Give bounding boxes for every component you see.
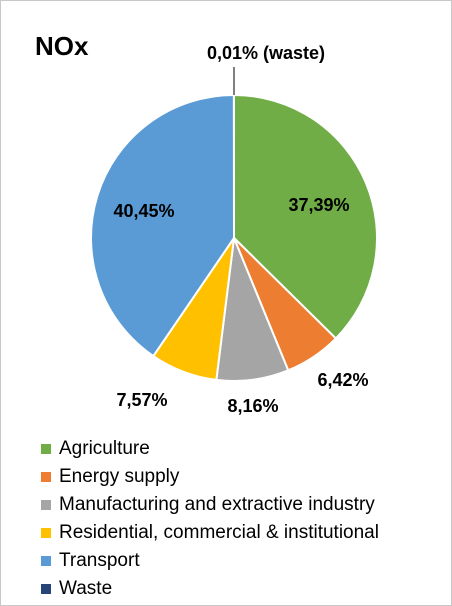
pie-slice-agriculture [233,93,378,340]
legend-item-residential-commercial-institutional: Residential, commercial & institutional [41,519,379,547]
data-label-energy-supply: 6,42% [317,370,368,390]
legend-label: Transport [59,550,140,571]
legend-swatch [41,528,51,538]
legend-label: Agriculture [59,438,150,459]
data-label-agriculture: 37,39% [288,195,349,215]
legend-swatch [41,472,51,482]
legend-swatch [41,584,51,594]
legend-label: Residential, commercial & institutional [59,522,379,543]
legend-label: Waste [59,578,113,599]
data-label-transport: 40,45% [113,201,174,221]
legend-item-transport: Transport [41,547,379,575]
chart-legend: Agriculture Energy supply Manufacturing an… [41,435,379,603]
legend-item-manufacturing-and-extractive-industry: Manufacturing and extractive industry [41,491,379,519]
data-label-residential-commercial-institutional: 7,57% [116,390,167,410]
legend-item-energy-supply: Energy supply [41,463,379,491]
data-label-manufacturing-and-extractive-industry: 8,16% [227,396,278,416]
legend-swatch [41,444,51,454]
legend-swatch [41,500,51,510]
legend-item-agriculture: Agriculture [41,435,379,463]
chart-title: NOx [35,31,89,61]
pie-chart: 37,39% 6,42% 8,16% 7,57% 40,45% 0,01% (waste) [90,43,378,416]
data-label-waste: 0,01% (waste) [207,43,325,63]
legend-label: Energy supply [59,466,180,487]
legend-item-waste: Waste [41,575,379,603]
pie-slice-transport [90,93,236,358]
legend-label: Manufacturing and extractive industry [59,494,375,515]
legend-swatch [41,556,51,566]
